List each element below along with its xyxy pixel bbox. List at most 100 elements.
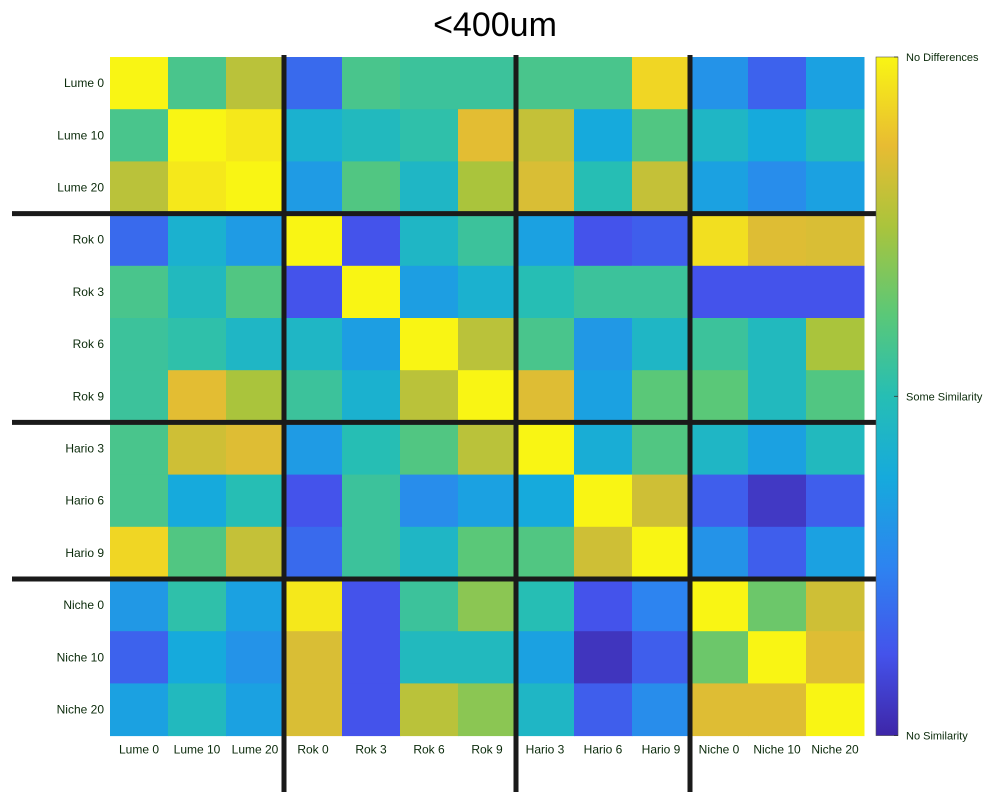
row-label: Hario 3 [65, 442, 104, 456]
heatmap-cell [226, 109, 285, 162]
heatmap-cell [806, 265, 865, 319]
heatmap-cell [400, 631, 459, 684]
heatmap-cell [110, 318, 169, 371]
heatmap-cell [632, 526, 691, 580]
heatmap-cell [400, 161, 459, 215]
heatmap-cell [168, 526, 227, 580]
heatmap-cell [574, 109, 633, 162]
heatmap-cell [748, 161, 807, 215]
heatmap-cell [574, 526, 633, 580]
heatmap-cell [284, 631, 343, 684]
heatmap-cell [226, 631, 285, 684]
heatmap-cell [458, 579, 517, 632]
heatmap-cell [168, 109, 227, 162]
row-label: Niche 10 [57, 650, 105, 664]
heatmap-cell [168, 422, 227, 476]
heatmap-cell [110, 370, 169, 423]
heatmap-cell [110, 161, 169, 215]
heatmap-cell [632, 422, 691, 476]
heatmap-cell [806, 57, 865, 110]
row-label: Lume 20 [57, 181, 104, 195]
heatmap-cell [342, 683, 401, 737]
column-label: Hario 6 [584, 743, 623, 757]
heatmap-cell [342, 579, 401, 632]
heatmap-cell [226, 474, 285, 528]
heatmap-cell [458, 526, 517, 580]
column-label: Rok 0 [297, 743, 329, 757]
heatmap-cell [342, 57, 401, 110]
heatmap-cell [806, 579, 865, 632]
heatmap-cell [690, 318, 749, 371]
heatmap-cell [400, 526, 459, 580]
column-label: Lume 10 [174, 743, 221, 757]
heatmap-cell [574, 161, 633, 215]
heatmap-cell [748, 631, 807, 684]
heatmap-cell [516, 109, 575, 162]
heatmap-cell [748, 109, 807, 162]
heatmap-cell [168, 474, 227, 528]
heatmap-cell [342, 370, 401, 423]
heatmap-cell [458, 109, 517, 162]
heatmap-cell [574, 683, 633, 737]
heatmap-cell [342, 631, 401, 684]
heatmap-cell [400, 57, 459, 110]
heatmap-cell [284, 318, 343, 371]
heatmap-cell [226, 683, 285, 737]
heatmap-cell [632, 370, 691, 423]
row-label: Hario 9 [65, 546, 104, 560]
heatmap-cell [342, 526, 401, 580]
heatmap-cell [806, 161, 865, 215]
heatmap-cell [110, 109, 169, 162]
heatmap-cell [748, 370, 807, 423]
column-labels: Lume 0 Lume 10 Lume 20 Rok 0 Rok 3 Rok 6 Rok 9… [119, 743, 859, 757]
column-label: Hario 9 [642, 743, 681, 757]
heatmap-cell [400, 318, 459, 371]
heatmap-cell [458, 213, 517, 267]
heatmap-cell [516, 161, 575, 215]
heatmap-cell [284, 265, 343, 319]
heatmap-cell [458, 370, 517, 423]
heatmap-cell [400, 265, 459, 319]
heatmap-cell [574, 422, 633, 476]
heatmap-cell [574, 474, 633, 528]
heatmap-cell [632, 474, 691, 528]
heatmap-cell [632, 631, 691, 684]
heatmap-cell [574, 318, 633, 371]
column-label: Niche 20 [811, 743, 859, 757]
row-label: Lume 10 [57, 128, 104, 142]
row-label: Rok 0 [73, 233, 105, 247]
heatmap-cell [574, 213, 633, 267]
heatmap-cell [690, 683, 749, 737]
heatmap-cell [284, 370, 343, 423]
heatmap-cell [226, 57, 285, 110]
heatmap-cell [168, 683, 227, 737]
row-label: Niche 0 [63, 598, 104, 612]
heatmap-cell [110, 422, 169, 476]
heatmap-cell [632, 318, 691, 371]
column-label: Hario 3 [526, 743, 565, 757]
heatmap-cell [806, 370, 865, 423]
heatmap-cell [574, 265, 633, 319]
row-label: Rok 9 [73, 389, 105, 403]
heatmap-cell [400, 213, 459, 267]
heatmap-cell [574, 631, 633, 684]
heatmap-cell [806, 213, 865, 267]
heatmap-cell [806, 474, 865, 528]
column-label: Niche 10 [753, 743, 801, 757]
heatmap-cell [748, 474, 807, 528]
heatmap-cell [400, 370, 459, 423]
heatmap-cell [690, 265, 749, 319]
row-label: Lume 0 [64, 76, 104, 90]
heatmap-cell [458, 631, 517, 684]
heatmap-cell [516, 526, 575, 580]
heatmap-cell [690, 526, 749, 580]
heatmap-cell [342, 474, 401, 528]
row-label: Rok 6 [73, 337, 105, 351]
heatmap-cell [342, 109, 401, 162]
heatmap-cell [690, 161, 749, 215]
heatmap-cell [458, 265, 517, 319]
heatmap-cell [516, 370, 575, 423]
heatmap-cell [806, 109, 865, 162]
column-label: Lume 20 [232, 743, 279, 757]
